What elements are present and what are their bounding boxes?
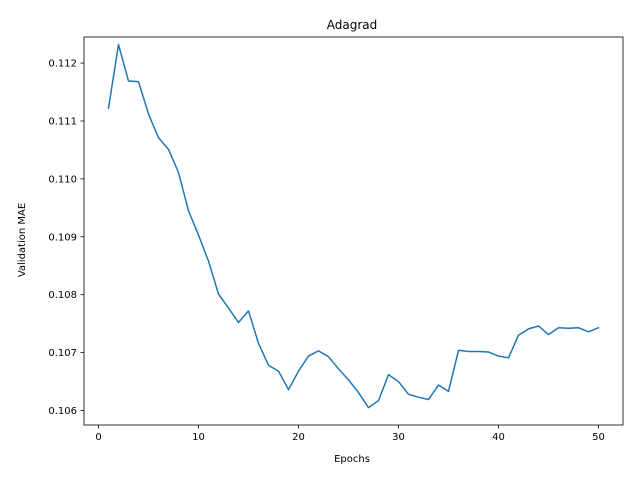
- y-axis: 0.106 0.107 0.108 0.109 0.110 0.111 0.112: [48, 59, 84, 417]
- chart-title: Adagrad: [327, 18, 378, 32]
- y-tick-label: 0.112: [48, 59, 77, 70]
- y-tick-label: 0.107: [48, 348, 77, 359]
- x-tick-label: 50: [592, 432, 605, 443]
- y-axis-label: Validation MAE: [17, 203, 28, 277]
- y-tick-label: 0.110: [48, 174, 77, 185]
- x-tick-label: 0: [95, 432, 101, 443]
- series-line-0: [107, 43, 600, 409]
- x-axis: 0 10 20 30 40 50: [95, 425, 605, 443]
- x-tick-label: 20: [292, 432, 305, 443]
- plot-frame: [83, 36, 624, 426]
- x-tick-label: 10: [192, 432, 205, 443]
- y-tick-label: 0.111: [48, 116, 77, 127]
- y-tick-label: 0.106: [48, 406, 77, 417]
- y-tick-label: 0.109: [48, 232, 77, 243]
- x-axis-label: Epochs: [334, 454, 370, 465]
- plot-area: [83, 36, 624, 426]
- y-tick-label: 0.108: [48, 290, 77, 301]
- x-tick-label: 30: [392, 432, 405, 443]
- x-tick-label: 40: [492, 432, 505, 443]
